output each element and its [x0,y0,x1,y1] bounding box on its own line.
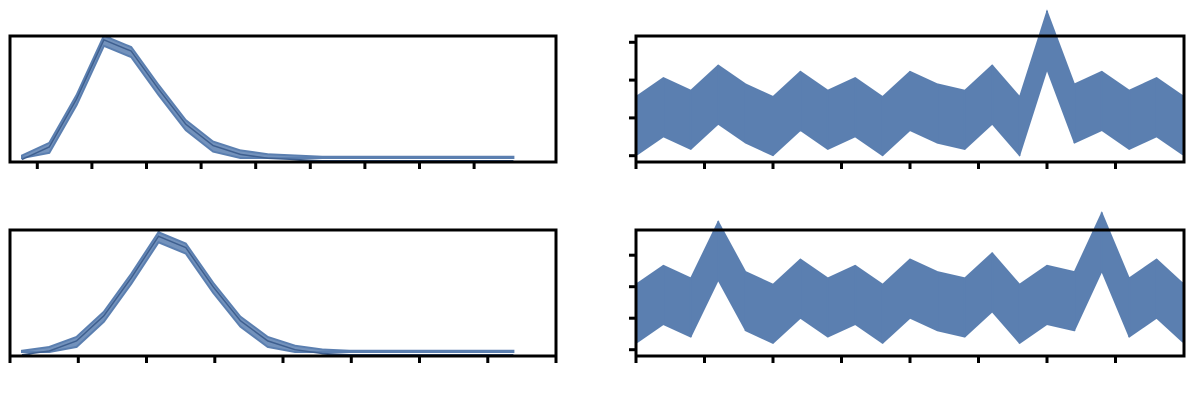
y-axis [629,40,636,158]
y-axis [629,253,636,352]
panel-density-2 [8,228,558,363]
x-axis [35,162,476,169]
density-band-0 [21,34,515,160]
x-axis [8,356,558,363]
plot-area [635,211,1185,345]
x-axis [634,162,1117,169]
x-axis [634,356,1117,363]
axes-frame [8,34,558,164]
density-line-0 [21,38,514,162]
plot-area [21,34,515,162]
density-band-0 [21,231,515,353]
panel-density-1 [8,34,558,169]
axes-frame [8,228,558,358]
plot-area [635,9,1185,157]
panel-trace-2 [629,211,1186,363]
plot-area [21,231,515,356]
panel-trace-1 [629,9,1186,169]
